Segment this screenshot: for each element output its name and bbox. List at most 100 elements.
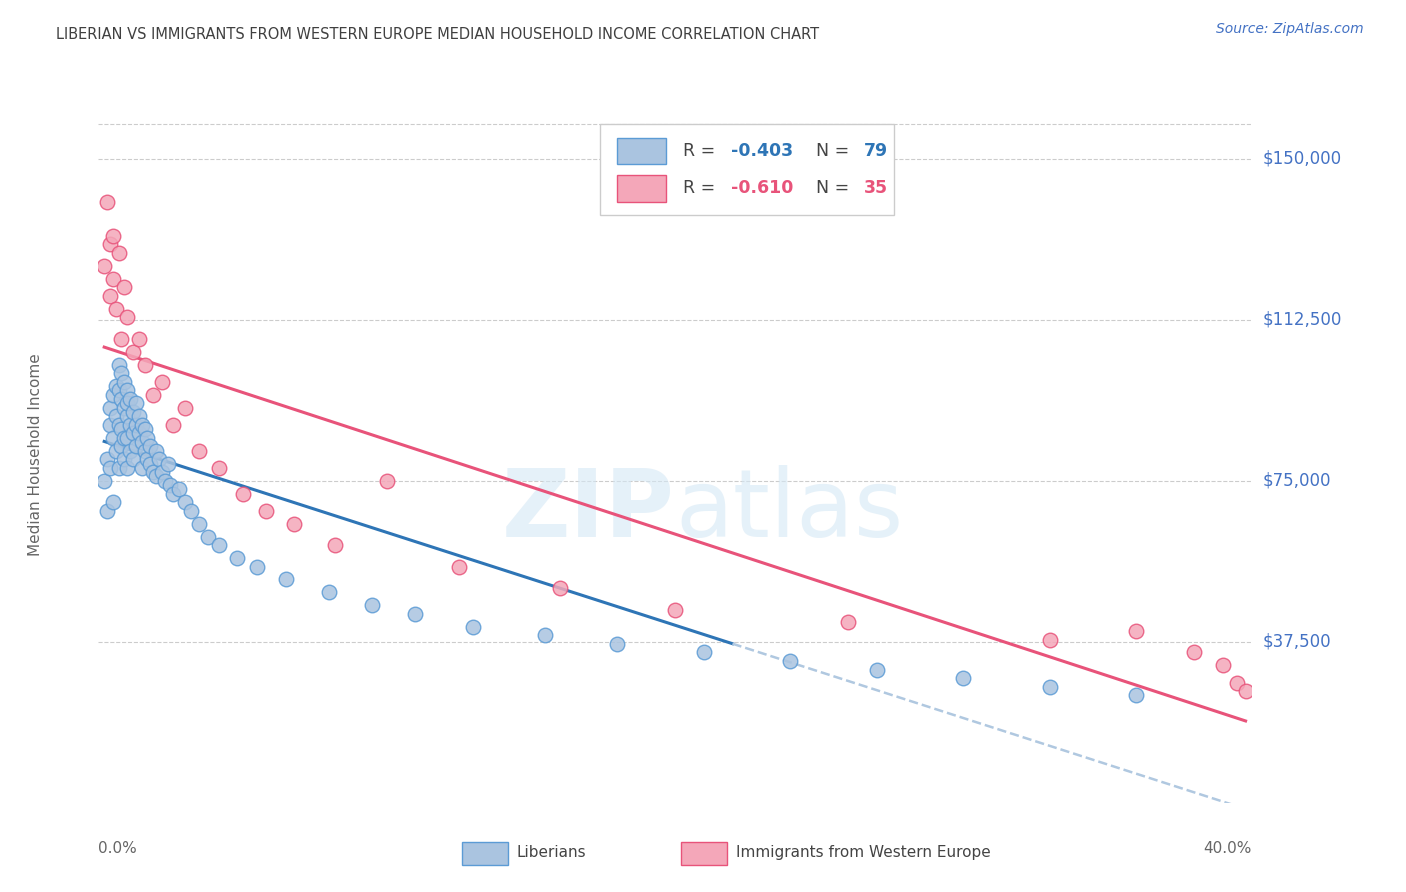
Point — [167, 483, 190, 497]
Point — [1038, 632, 1062, 647]
Text: $112,500: $112,500 — [1263, 310, 1341, 328]
Text: Liberians: Liberians — [517, 845, 586, 860]
Point — [101, 388, 124, 402]
Text: N =: N = — [815, 142, 855, 160]
Point — [274, 573, 297, 587]
Point — [1125, 689, 1147, 703]
Point — [128, 332, 150, 346]
Text: 35: 35 — [863, 179, 889, 197]
Point — [246, 559, 269, 574]
Point — [131, 435, 153, 450]
Point — [159, 478, 181, 492]
Point — [1212, 658, 1234, 673]
Point — [104, 379, 127, 393]
Point — [1226, 675, 1249, 690]
Point — [101, 495, 124, 509]
Point — [208, 460, 231, 475]
Point — [93, 259, 115, 273]
FancyBboxPatch shape — [681, 842, 727, 865]
Point — [107, 384, 129, 398]
Point — [112, 401, 135, 415]
Point — [145, 443, 167, 458]
Point — [117, 409, 138, 424]
Text: 79: 79 — [863, 142, 889, 160]
Point — [93, 474, 115, 488]
Point — [120, 443, 142, 458]
Point — [98, 237, 121, 252]
Point — [120, 392, 142, 406]
Point — [117, 460, 138, 475]
Point — [101, 272, 124, 286]
Point — [174, 495, 197, 509]
Point — [122, 405, 145, 419]
Point — [156, 457, 179, 471]
Point — [142, 388, 165, 402]
Point — [136, 452, 159, 467]
Point — [96, 504, 118, 518]
Point — [125, 439, 148, 453]
Point — [139, 439, 162, 453]
Text: R =: R = — [683, 142, 721, 160]
Point — [110, 422, 132, 436]
Text: Source: ZipAtlas.com: Source: ZipAtlas.com — [1216, 22, 1364, 37]
Point — [134, 422, 156, 436]
Point — [952, 671, 974, 685]
Point — [405, 607, 427, 621]
Point — [1234, 684, 1257, 698]
Text: N =: N = — [815, 179, 855, 197]
Text: $37,500: $37,500 — [1263, 632, 1331, 651]
FancyBboxPatch shape — [617, 175, 665, 202]
Text: 40.0%: 40.0% — [1204, 841, 1251, 856]
Text: R =: R = — [683, 179, 721, 197]
Point — [96, 452, 118, 467]
Point — [107, 417, 129, 432]
Point — [162, 486, 184, 500]
Point — [318, 585, 340, 599]
Text: 0.0%: 0.0% — [98, 841, 138, 856]
Point — [208, 538, 231, 552]
Point — [117, 431, 138, 445]
Point — [104, 301, 127, 316]
Point — [122, 426, 145, 441]
Point — [148, 452, 170, 467]
Point — [112, 375, 135, 389]
Point — [112, 431, 135, 445]
Point — [1125, 624, 1147, 638]
Point — [104, 409, 127, 424]
FancyBboxPatch shape — [461, 842, 508, 865]
Point — [134, 443, 156, 458]
Point — [112, 280, 135, 294]
Point — [125, 396, 148, 410]
Point — [534, 628, 557, 642]
Point — [107, 358, 129, 372]
Point — [107, 246, 129, 260]
Point — [131, 417, 153, 432]
Point — [104, 443, 127, 458]
Point — [139, 457, 162, 471]
Text: Median Household Income: Median Household Income — [28, 353, 42, 557]
Point — [361, 599, 384, 613]
Point — [107, 460, 129, 475]
Point — [188, 516, 211, 531]
Point — [131, 460, 153, 475]
Point — [128, 426, 150, 441]
Text: $75,000: $75,000 — [1263, 472, 1331, 490]
Point — [142, 465, 165, 479]
Point — [110, 332, 132, 346]
Text: ZIP: ZIP — [502, 465, 675, 557]
Point — [174, 401, 197, 415]
Point — [162, 417, 184, 432]
Point — [150, 465, 173, 479]
Point — [98, 401, 121, 415]
Point — [117, 396, 138, 410]
Point — [150, 375, 173, 389]
FancyBboxPatch shape — [617, 137, 665, 164]
Point — [122, 344, 145, 359]
Point — [98, 289, 121, 303]
Point — [283, 516, 305, 531]
FancyBboxPatch shape — [600, 124, 894, 215]
Point — [323, 538, 346, 552]
Text: atlas: atlas — [675, 465, 903, 557]
Point — [122, 452, 145, 467]
Point — [693, 645, 716, 659]
